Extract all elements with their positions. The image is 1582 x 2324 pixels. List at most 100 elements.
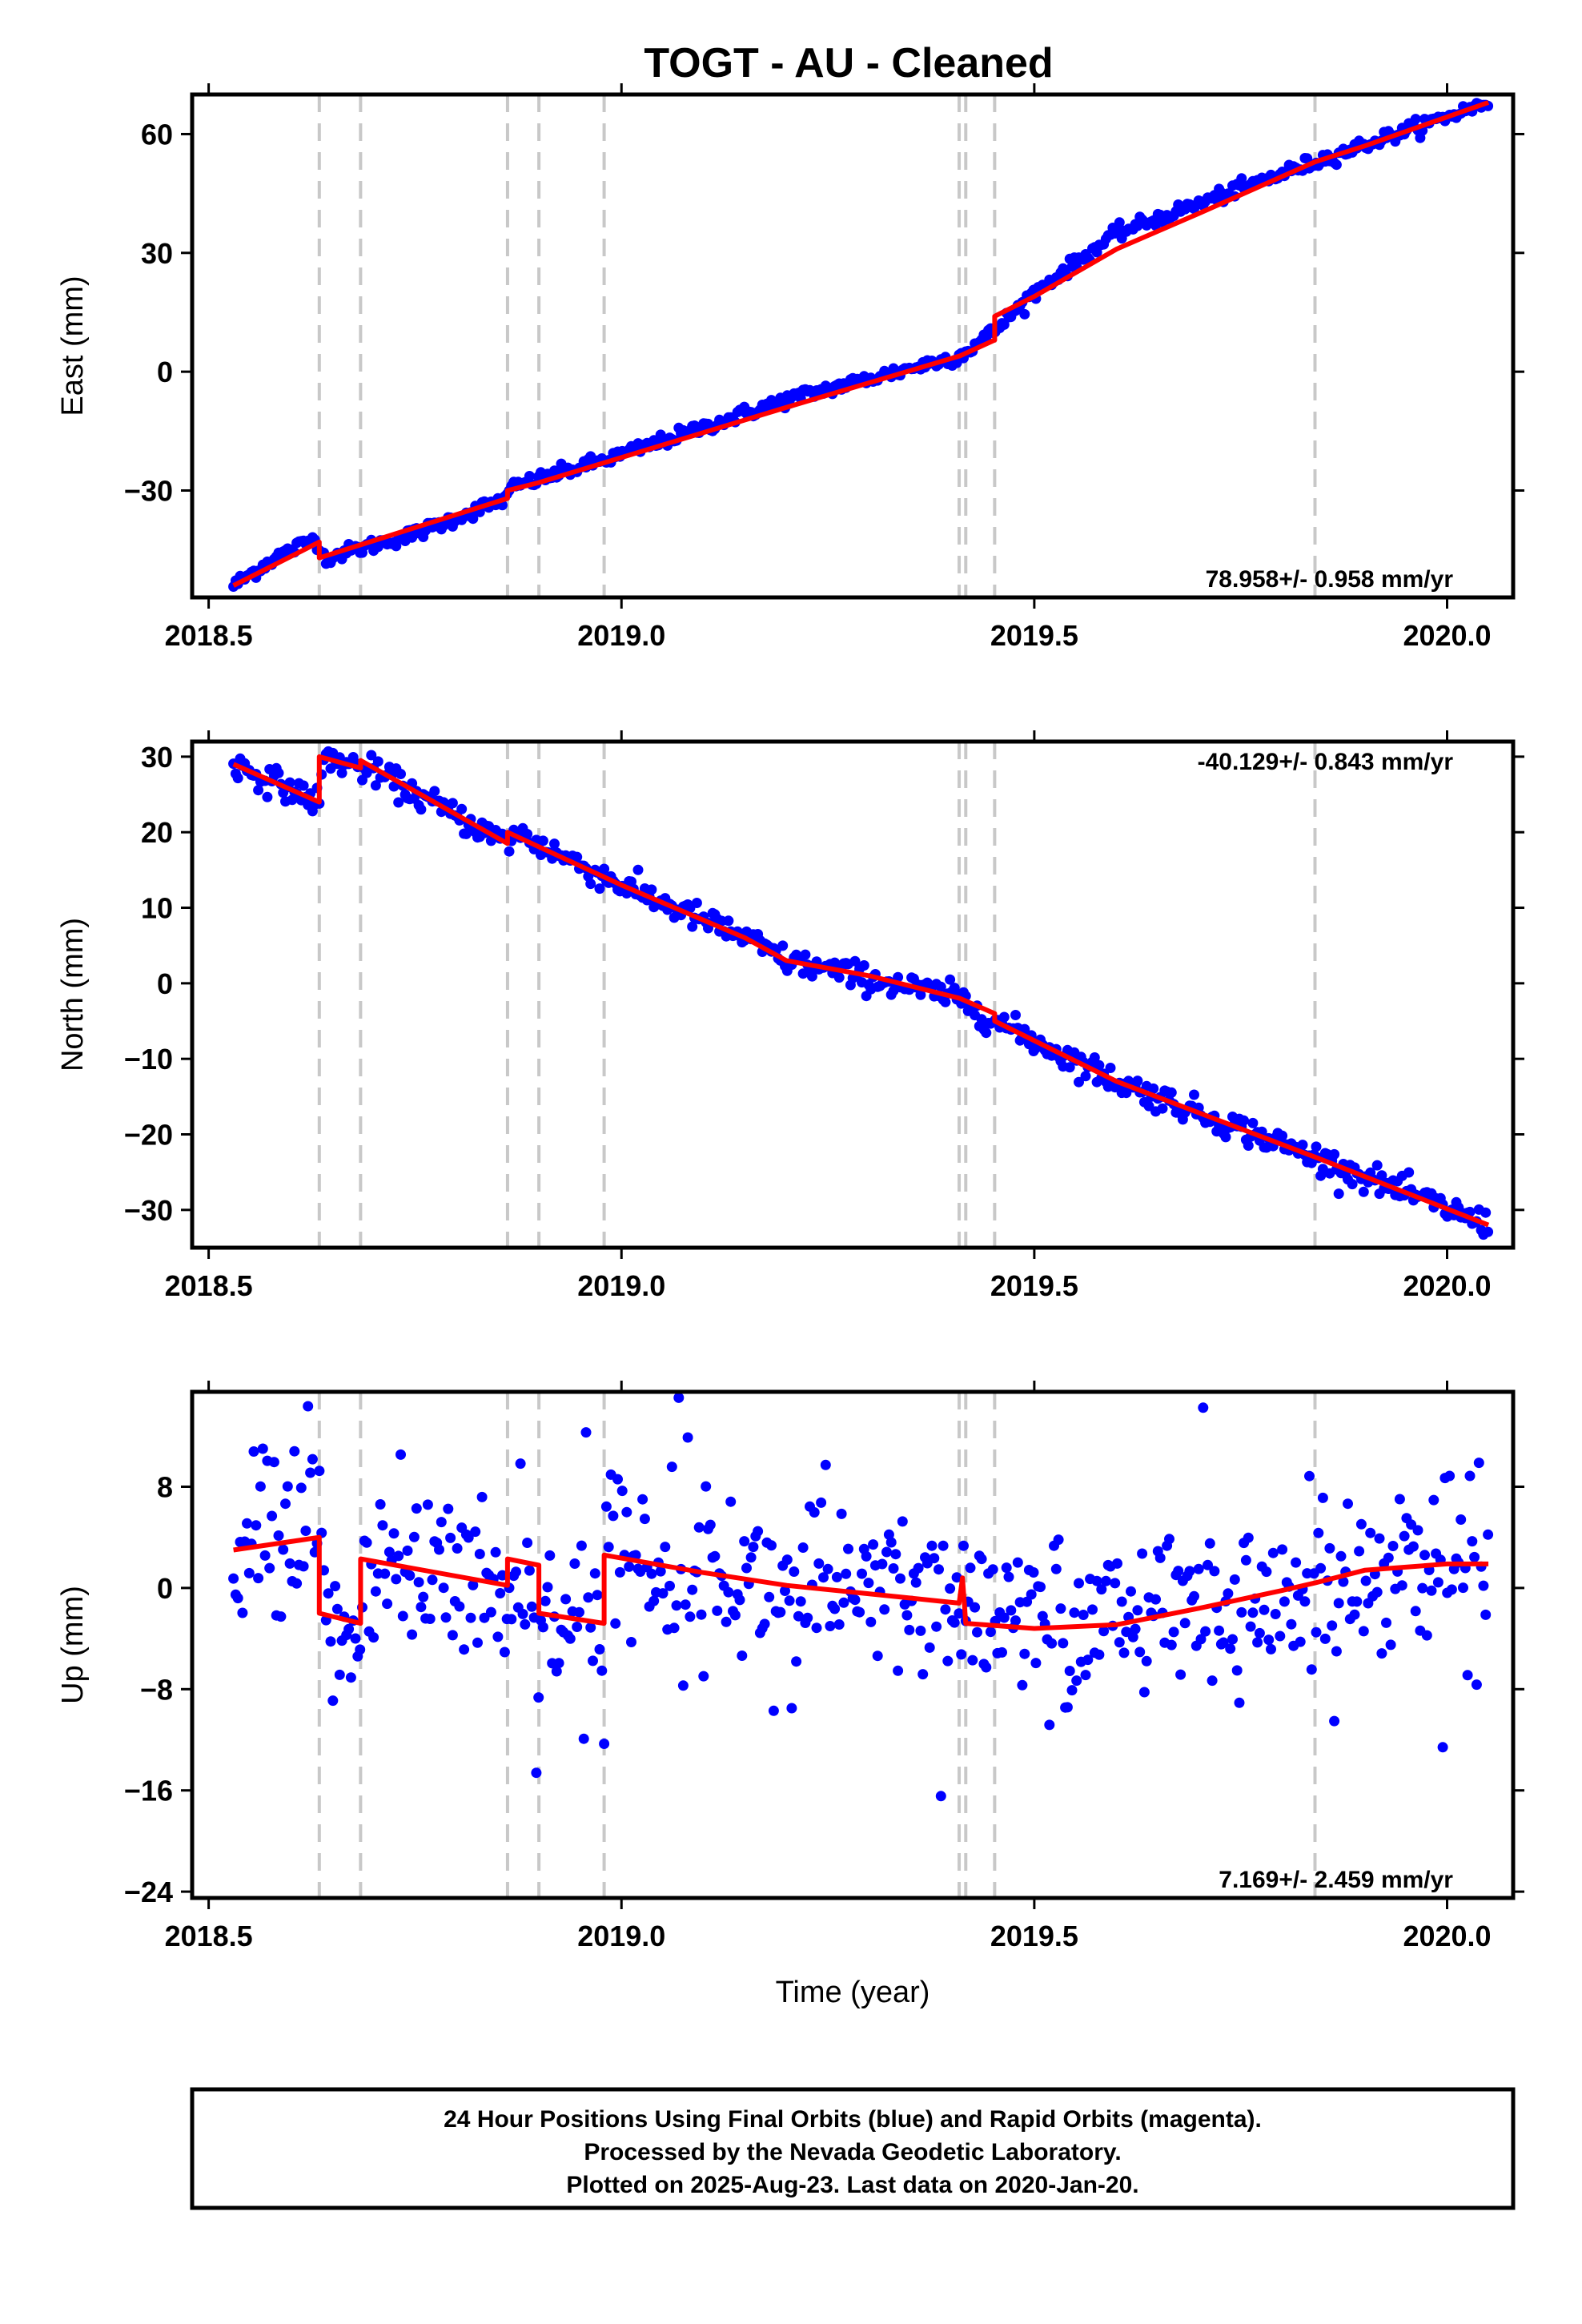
up-data-point — [951, 1572, 962, 1583]
up-data-point — [781, 1554, 793, 1566]
north-data-point — [1358, 1186, 1369, 1197]
north-data-point — [1247, 1117, 1259, 1128]
up-data-point — [282, 1481, 293, 1492]
up-data-point — [300, 1526, 311, 1536]
up-data-point — [1209, 1566, 1220, 1577]
north-data-point — [1277, 1130, 1288, 1141]
up-data-point — [838, 1597, 849, 1608]
up-data-point — [569, 1558, 580, 1569]
up-data-point — [255, 1481, 266, 1492]
north-data-point — [1157, 1103, 1168, 1114]
up-data-point — [228, 1573, 239, 1584]
north-data-point — [1329, 1148, 1340, 1160]
up-data-point — [872, 1651, 883, 1662]
up-data-point — [616, 1486, 628, 1497]
north-data-point — [1132, 1076, 1143, 1087]
up-data-point — [1003, 1571, 1014, 1582]
up-data-point — [278, 1544, 289, 1555]
up-data-point — [1247, 1607, 1259, 1618]
up-data-point — [1074, 1578, 1084, 1589]
up-data-point — [1127, 1631, 1138, 1642]
up-data-point — [829, 1603, 841, 1614]
up-data-point — [1028, 1567, 1039, 1578]
up-data-point — [913, 1562, 924, 1574]
up-data-point — [314, 1466, 325, 1477]
up-data-point — [1407, 1541, 1419, 1552]
up-data-point — [1315, 1562, 1327, 1574]
up-data-point — [657, 1588, 669, 1599]
up-data-point — [608, 1510, 619, 1522]
up-data-point — [1263, 1634, 1275, 1646]
up-data-point — [474, 1549, 485, 1559]
up-data-point — [447, 1630, 458, 1641]
up-data-point — [531, 1767, 542, 1779]
up-data-point — [1082, 1655, 1094, 1666]
up-data-point — [253, 1573, 264, 1584]
up-data-point — [574, 1606, 584, 1618]
up-data-point — [345, 1672, 356, 1683]
up-data-point — [1006, 1605, 1017, 1616]
east-data-point — [1410, 114, 1421, 125]
up-data-point — [1195, 1634, 1207, 1645]
north-data-point — [1105, 1063, 1116, 1073]
up-data-point — [537, 1622, 548, 1633]
up-data-point — [924, 1642, 935, 1653]
up-data-point — [436, 1517, 447, 1528]
up-data-point — [942, 1655, 954, 1667]
up-data-point — [1100, 1575, 1111, 1586]
up-points — [228, 1392, 1494, 1802]
up-data-point — [1010, 1615, 1021, 1626]
north-data-point — [388, 781, 400, 792]
up-data-point — [673, 1392, 685, 1403]
up-data-point — [452, 1543, 463, 1554]
up-data-point — [1324, 1542, 1335, 1554]
up-data-point — [572, 1622, 583, 1632]
up-data-point — [377, 1520, 388, 1531]
up-data-point — [981, 1662, 992, 1673]
up-plot-frame — [190, 1389, 1516, 1900]
up-data-point — [515, 1458, 526, 1470]
north-data-point — [370, 780, 381, 791]
up-data-point — [600, 1501, 612, 1512]
up-data-point — [1306, 1664, 1317, 1675]
up-data-point — [614, 1566, 625, 1578]
up-data-point — [1432, 1577, 1443, 1588]
up-data-point — [972, 1626, 982, 1638]
up-data-point — [355, 1644, 366, 1655]
up-data-point — [1471, 1679, 1482, 1691]
north-data-point — [273, 767, 284, 778]
up-data-point — [895, 1573, 905, 1584]
up-data-point — [791, 1656, 802, 1667]
up-data-point — [1458, 1582, 1468, 1594]
up-ytick-label: 8 — [157, 1471, 173, 1504]
up-data-point — [383, 1546, 395, 1558]
north-data-point — [447, 798, 458, 809]
up-data-point — [897, 1516, 908, 1527]
up-data-point — [334, 1669, 345, 1680]
north-data-point — [1333, 1188, 1344, 1200]
up-data-point — [1234, 1697, 1245, 1708]
up-data-point — [404, 1570, 416, 1581]
up-data-point — [1110, 1578, 1121, 1589]
up-data-point — [958, 1540, 969, 1551]
east-xtick-label: 2020.0 — [1403, 619, 1491, 652]
up-data-point — [725, 1496, 737, 1507]
up-data-point — [397, 1610, 408, 1622]
up-data-point — [280, 1498, 291, 1510]
up-data-point — [1376, 1648, 1387, 1659]
up-data-point — [434, 1544, 444, 1555]
up-data-point — [551, 1666, 562, 1677]
up-data-point — [970, 1602, 981, 1613]
up-data-point — [1331, 1646, 1342, 1657]
up-data-point — [660, 1542, 671, 1553]
up-data-point — [533, 1692, 544, 1703]
up-data-point — [879, 1604, 890, 1615]
up-data-point — [1240, 1554, 1251, 1566]
up-data-point — [1417, 1582, 1428, 1594]
up-data-point — [603, 1542, 614, 1553]
up-data-point — [998, 1612, 1010, 1623]
up-data-point — [1066, 1685, 1078, 1696]
up-data-point — [1019, 1648, 1030, 1659]
up-data-point — [465, 1612, 476, 1623]
north-data-point — [1376, 1170, 1387, 1181]
